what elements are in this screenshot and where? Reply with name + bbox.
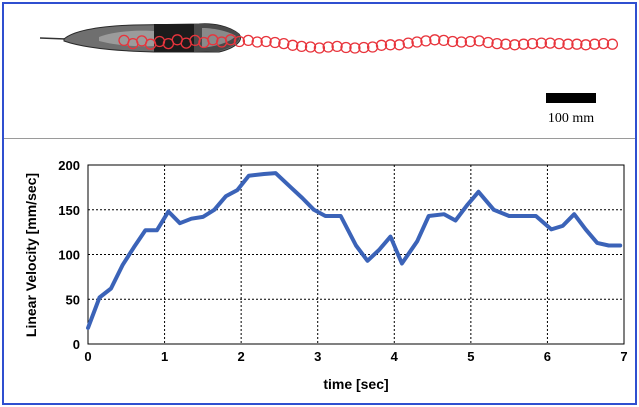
trajectory-point: [242, 34, 254, 47]
trajectory-point: [526, 37, 539, 50]
x-tick-label: 4: [391, 349, 399, 364]
trajectory-point: [287, 39, 299, 51]
x-tick-label: 6: [544, 349, 551, 364]
y-tick-label: 150: [58, 203, 80, 218]
trajectory-point: [473, 35, 485, 47]
trajectory-point: [366, 41, 379, 53]
trajectory-point: [224, 34, 237, 46]
trajectory-point: [393, 39, 405, 51]
trajectory-point: [553, 37, 565, 50]
trajectory-point: [331, 40, 343, 53]
trajectory-point: [455, 36, 468, 48]
trajectory-point: [313, 42, 326, 54]
x-tick-label: 2: [238, 349, 245, 364]
trajectory-point: [349, 42, 361, 54]
trajectory-point: [278, 37, 290, 50]
y-axis-label: Linear Velocity [mm/sec]: [23, 173, 39, 337]
trajectory-point: [580, 39, 592, 51]
trajectory-point: [544, 37, 556, 49]
trajectory-point: [491, 37, 503, 50]
x-tick-label: 3: [314, 349, 321, 364]
trajectory-point: [482, 36, 494, 49]
trajectory-point: [304, 41, 317, 53]
x-axis-label: time [sec]: [323, 376, 388, 392]
trajectory-point: [429, 34, 441, 46]
velocity-chart: 0 1 2 3 4 5 6 7 0 50 100 150 200 time [sec] Linear V…: [23, 158, 628, 392]
trajectory-point: [438, 34, 450, 47]
y-tick-label: 100: [58, 248, 80, 263]
trajectory-point: [588, 38, 601, 50]
x-tick-label: 5: [467, 349, 474, 364]
trajectory-point: [384, 39, 397, 51]
trajectory-point: [562, 38, 574, 50]
tick-labels: 0 1 2 3 4 5 6 7 0 50 100 150 200: [58, 158, 627, 364]
trajectory-point: [535, 37, 548, 49]
scale-bar-label: 100 mm: [548, 111, 594, 126]
scale-bar: [546, 93, 596, 103]
y-tick-label: 50: [66, 292, 80, 307]
trajectory-point: [260, 35, 272, 48]
x-tick-label: 0: [84, 349, 91, 364]
trajectory-point: [269, 36, 281, 49]
trajectory-point: [295, 40, 308, 53]
trajectory-point: [597, 37, 610, 50]
trajectory-point: [500, 38, 512, 50]
x-tick-label: 1: [161, 349, 168, 364]
y-tick-label: 0: [73, 337, 80, 352]
trajectory-panel: 100 mm: [39, 23, 619, 126]
trajectory-point: [233, 35, 246, 48]
trajectory-point: [251, 36, 263, 48]
trajectory-point: [517, 38, 530, 50]
trajectory-point: [606, 38, 619, 50]
trajectory-markers: [118, 34, 619, 54]
trajectory-point: [446, 35, 459, 48]
trajectory-point: [322, 41, 334, 53]
trajectory-point: [340, 41, 352, 54]
trajectory-point: [402, 37, 414, 49]
y-tick-label: 200: [58, 158, 80, 173]
velocity-series-line: [86, 171, 623, 330]
trajectory-point: [420, 35, 432, 47]
grid-lines: [88, 165, 624, 344]
trajectory-point: [571, 38, 583, 50]
trajectory-point: [411, 36, 423, 48]
trajectory-point: [358, 41, 370, 54]
trajectory-point: [464, 35, 476, 48]
trajectory-point: [509, 39, 521, 51]
fish-image: [39, 23, 241, 53]
trajectory-point: [375, 39, 388, 51]
panel-divider: [4, 138, 635, 139]
x-tick-label: 7: [620, 349, 627, 364]
